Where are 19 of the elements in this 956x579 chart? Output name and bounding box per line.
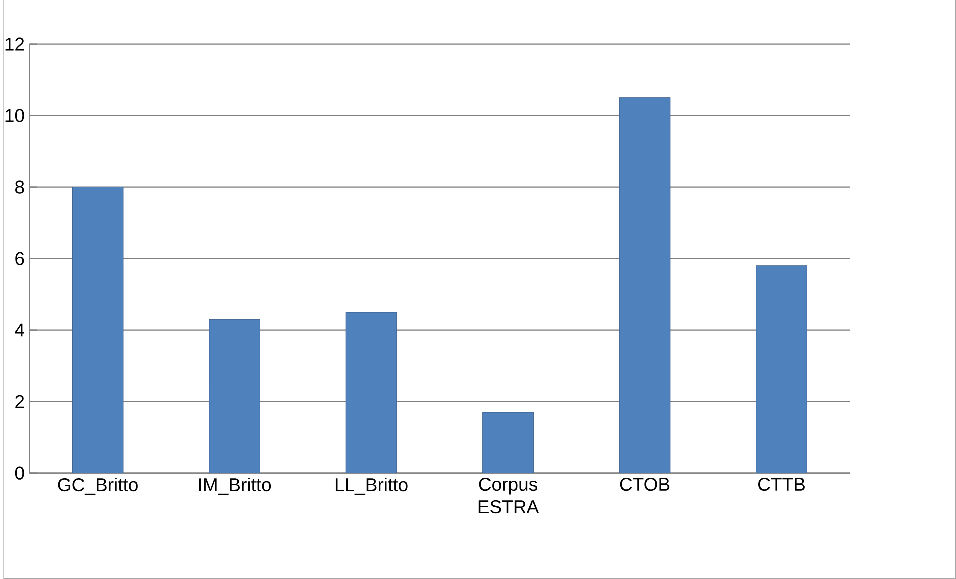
y-tick-label: 8 xyxy=(16,180,24,194)
y-tick-label: 10 xyxy=(6,109,24,122)
x-tick-label: Corpus ESTRA xyxy=(478,478,540,514)
y-tick-label: 2 xyxy=(16,395,24,408)
bar xyxy=(619,98,671,474)
bar xyxy=(482,412,534,474)
x-tick-label: CTOB xyxy=(620,478,670,492)
y-tick-label: 6 xyxy=(16,252,24,266)
bar xyxy=(756,266,808,474)
y-tick-label: 0 xyxy=(15,466,24,480)
bar xyxy=(72,187,124,474)
bar xyxy=(209,319,260,474)
bar xyxy=(346,312,398,474)
x-tick-label: CTTB xyxy=(758,478,805,492)
y-tick-label: 12 xyxy=(6,38,24,51)
x-tick-label: GC_Britto xyxy=(58,478,138,496)
x-tick-label: IM_Britto xyxy=(199,478,272,496)
x-tick-label: LL_Britto xyxy=(336,478,408,496)
y-tick-label: 4 xyxy=(15,324,24,337)
